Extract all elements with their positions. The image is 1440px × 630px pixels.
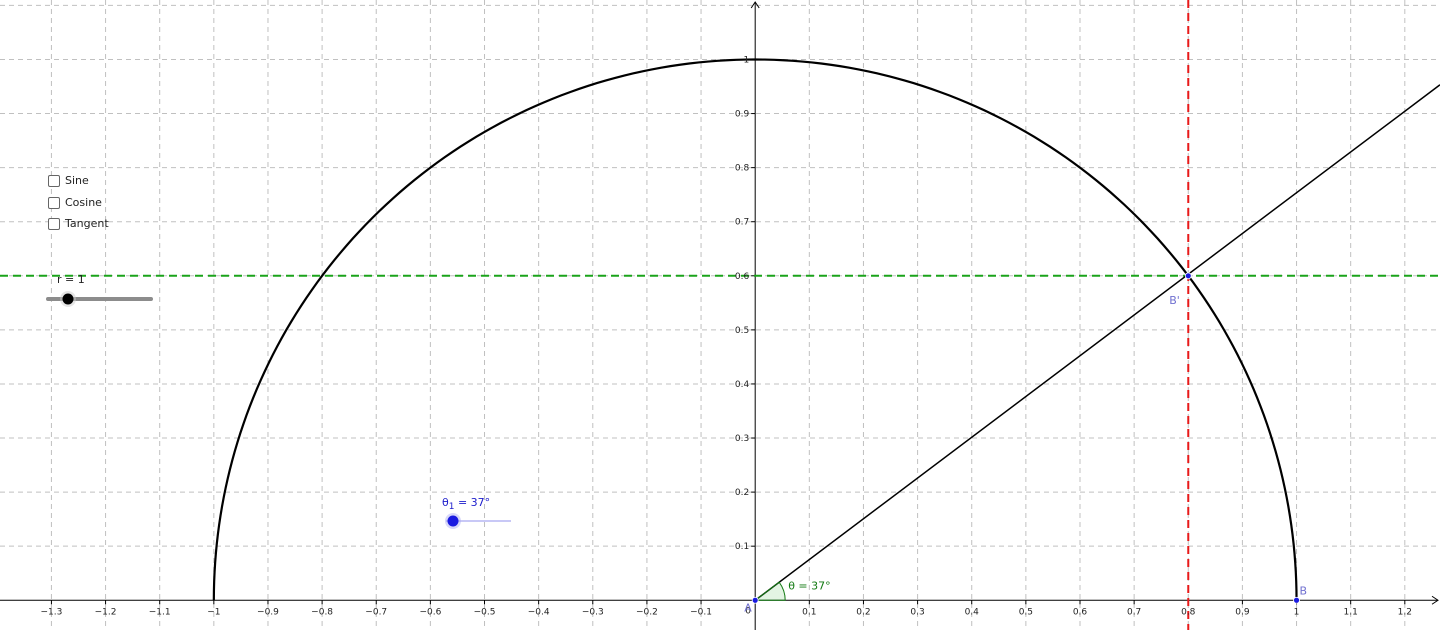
cosine-checkbox-box[interactable]	[48, 196, 60, 209]
tangent-checkbox-box[interactable]	[48, 217, 60, 230]
angle-sector	[753, 581, 786, 601]
cosine-checkbox-label: Cosine	[65, 196, 102, 209]
point-a-label: A	[744, 601, 752, 614]
r-slider-label: r = 1	[57, 273, 85, 286]
y-tick-label: 0.9	[735, 110, 750, 120]
theta-slider-knob[interactable]	[447, 515, 459, 527]
x-tick-label: −1.1	[149, 607, 171, 617]
point-b-label: B	[1300, 584, 1308, 597]
tangent-checkbox-label: Tangent	[65, 217, 109, 230]
x-tick-label: 0.4	[965, 607, 980, 617]
y-axis-arrow-icon	[750, 1, 760, 9]
x-tick-label: 0.3	[910, 607, 924, 617]
x-tick-label: 0.8	[1181, 607, 1196, 617]
x-tick-label: 0.9	[1235, 607, 1250, 617]
r-slider-knob[interactable]	[62, 293, 74, 305]
x-tick-label: 0.2	[856, 607, 870, 617]
point-b-prime-label: B'	[1169, 294, 1180, 307]
y-tick-label: 1	[743, 55, 749, 65]
sine-checkbox[interactable]: Sine	[48, 174, 89, 187]
x-tick-label: 0.7	[1127, 607, 1141, 617]
axis-labels: −1.3 −1.2 −1.1 −1 −0.9 −0.8 −0.7 −0.6 −0.5 −0.4 −0…	[40, 55, 1411, 617]
x-tick-label: −0.3	[582, 607, 604, 617]
x-tick-label: −1.2	[95, 607, 117, 617]
y-tick-label: 0.7	[735, 218, 749, 228]
x-tick-label: −0.2	[636, 607, 658, 617]
origin-label: 0	[745, 606, 751, 616]
y-tick-label: 0.3	[735, 434, 749, 444]
x-axis-arrow-icon	[1431, 595, 1439, 605]
x-tick-label: −0.1	[690, 607, 712, 617]
cosine-checkbox[interactable]: Cosine	[48, 196, 102, 209]
sine-checkbox-box[interactable]	[48, 174, 60, 187]
x-tick-label: −0.7	[365, 607, 387, 617]
x-tick-label: −1	[207, 607, 220, 617]
x-tick-label: 0.5	[1019, 607, 1033, 617]
x-tick-label: −0.6	[419, 607, 441, 617]
x-tick-label: 0.6	[1073, 607, 1088, 617]
x-tick-label: −0.8	[311, 607, 333, 617]
y-tick-label: 0.8	[735, 164, 750, 174]
tangent-checkbox[interactable]: Tangent	[48, 217, 109, 230]
x-tick-label: −0.9	[257, 607, 279, 617]
y-tick-label: 0.6	[735, 272, 750, 282]
point-a[interactable]	[751, 596, 759, 604]
angle-label: θ = 37°	[788, 579, 830, 592]
y-tick-label: 0.2	[735, 488, 749, 498]
theta-slider-value: = 37°	[454, 496, 491, 509]
x-tick-label: 1.1	[1344, 607, 1358, 617]
y-tick-label: 0.4	[735, 380, 750, 390]
angle-ray	[754, 84, 1440, 601]
x-tick-label: −0.4	[528, 607, 550, 617]
point-b[interactable]	[1293, 596, 1300, 604]
x-tick-label: 0.1	[802, 607, 816, 617]
y-tick-label: 0.1	[735, 542, 749, 552]
x-tick-label: 1.2	[1398, 607, 1412, 617]
theta-slider-subscript: 1	[448, 502, 455, 513]
sine-checkbox-label: Sine	[65, 174, 89, 187]
theta-slider-symbol: θ	[442, 496, 449, 509]
x-tick-label: 1	[1294, 607, 1300, 617]
unit-semicircle	[212, 58, 1298, 601]
x-tick-label: −1.3	[40, 607, 62, 617]
theta-slider-label: θ1 = 37°	[442, 496, 490, 512]
point-b-prime[interactable]	[1184, 272, 1192, 280]
x-tick-label: −0.5	[474, 607, 496, 617]
y-tick-label: 0.5	[735, 326, 749, 336]
